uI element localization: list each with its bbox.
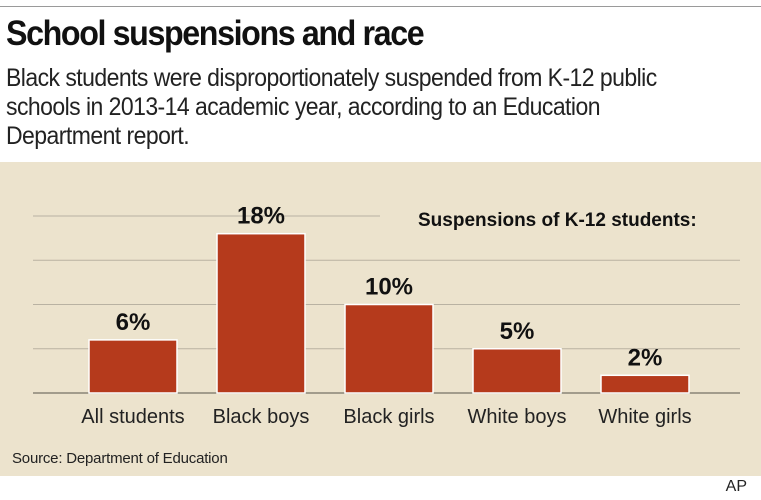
top-rule [0,6,761,7]
bar-black-boys [216,232,306,394]
category-label: Black girls [343,406,434,428]
bar-chart: Suspensions of K-12 students: 6% All stude… [33,203,740,428]
chart-title: Suspensions of K-12 students: [418,210,697,231]
category-label: White boys [468,406,567,428]
page-title: School suspensions and race [6,14,425,53]
credit-label: AP [725,478,747,495]
data-label: 10% [365,274,413,301]
bar-black-girls [344,303,434,394]
bar-white-boys [472,348,562,394]
data-label: 5% [500,318,535,345]
data-label: 6% [116,309,151,336]
bar-all-students [88,339,178,394]
category-label: Black boys [213,406,310,428]
page-subtitle: Black students were disproportionately s… [6,64,657,150]
chart-panel: Suspensions of K-12 students: 6% All stude… [0,162,761,476]
data-label: 2% [628,344,663,371]
category-label: All students [81,406,184,428]
bar-white-girls [600,374,690,394]
source-note: Source: Department of Education [12,450,228,467]
data-label: 18% [237,203,285,230]
category-label: White girls [598,406,691,428]
